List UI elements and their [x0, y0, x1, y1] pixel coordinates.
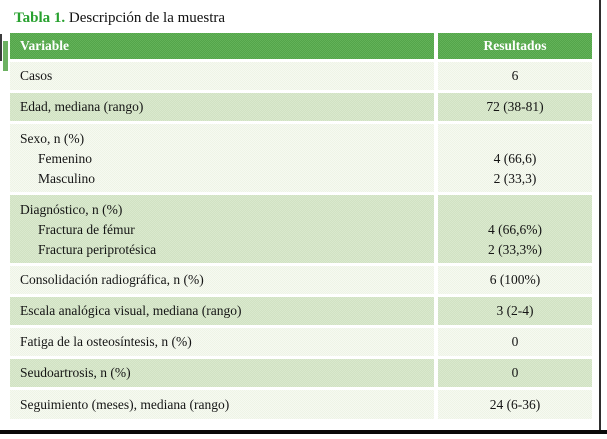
row-value: 6: [438, 62, 592, 90]
header-variable: Variable: [10, 33, 434, 59]
table-row-consolidacion: Consolidación radiográfica, n (%) 6 (100…: [10, 266, 592, 294]
table-header-row: Variable Resultados: [10, 33, 592, 59]
row-sub-item: Fractura periprotésica: [38, 242, 157, 257]
table-row-fatiga: Fatiga de la osteosíntesis, n (%) 0: [10, 328, 592, 356]
row-value: 0: [438, 359, 592, 387]
row-value: 72 (38-81): [438, 93, 592, 121]
row-value: [438, 200, 592, 220]
row-variable: Diagnóstico, n (%): [20, 202, 123, 217]
table-row-casos: Casos 6: [10, 62, 592, 90]
row-variable: Seguimiento (meses), mediana (rango): [10, 390, 434, 419]
scan-artifact-green: [3, 41, 8, 71]
row-variable: Consolidación radiográfica, n (%): [10, 266, 434, 294]
row-value: 3 (2-4): [438, 297, 592, 325]
row-value: 4 (66,6): [493, 151, 537, 166]
table-row-seudoartrosis: Seudoartrosis, n (%) 0: [10, 359, 592, 387]
row-value: 0: [438, 328, 592, 356]
scan-border-bottom: [0, 430, 607, 434]
row-variable: Escala analógica visual, mediana (rango): [10, 297, 434, 325]
row-variable: Casos: [10, 62, 434, 90]
table-caption: Tabla 1. Descripción de la muestra: [14, 9, 225, 27]
row-sub-item: Femenino: [38, 151, 92, 166]
table-row-diagnostico: Diagnóstico, n (%) Fractura de fémur Fra…: [10, 195, 592, 263]
row-variable: Edad, mediana (rango): [10, 93, 434, 121]
row-variable: Fatiga de la osteosíntesis, n (%): [10, 328, 434, 356]
row-value: 4 (66,6%): [488, 222, 542, 237]
row-value: 2 (33,3): [493, 171, 537, 186]
row-value: 6 (100%): [438, 266, 592, 294]
table-row-edad: Edad, mediana (rango) 72 (38-81): [10, 93, 592, 121]
scan-artifact-dark: [0, 34, 2, 61]
scan-border-right: [599, 0, 601, 433]
table-caption-number: Tabla 1.: [14, 10, 66, 26]
row-variable: Sexo, n (%): [20, 131, 85, 146]
row-sub-item: Masculino: [38, 171, 95, 186]
row-value: 24 (6-36): [438, 390, 592, 419]
table-row-sexo: Sexo, n (%) Femenino Masculino 4 (66,6) …: [10, 124, 592, 192]
table-caption-text: Descripción de la muestra: [68, 10, 226, 26]
row-value: 2 (33,3%): [488, 242, 542, 257]
sample-description-table: Variable Resultados Casos 6 Edad, median…: [10, 33, 592, 422]
table-row-seguimiento: Seguimiento (meses), mediana (rango) 24 …: [10, 390, 592, 419]
row-value: [438, 129, 592, 149]
row-sub-item: Fractura de fémur: [38, 222, 135, 237]
table-row-escala: Escala analógica visual, mediana (rango)…: [10, 297, 592, 325]
header-resultados: Resultados: [438, 33, 592, 59]
row-variable: Seudoartrosis, n (%): [10, 359, 434, 387]
